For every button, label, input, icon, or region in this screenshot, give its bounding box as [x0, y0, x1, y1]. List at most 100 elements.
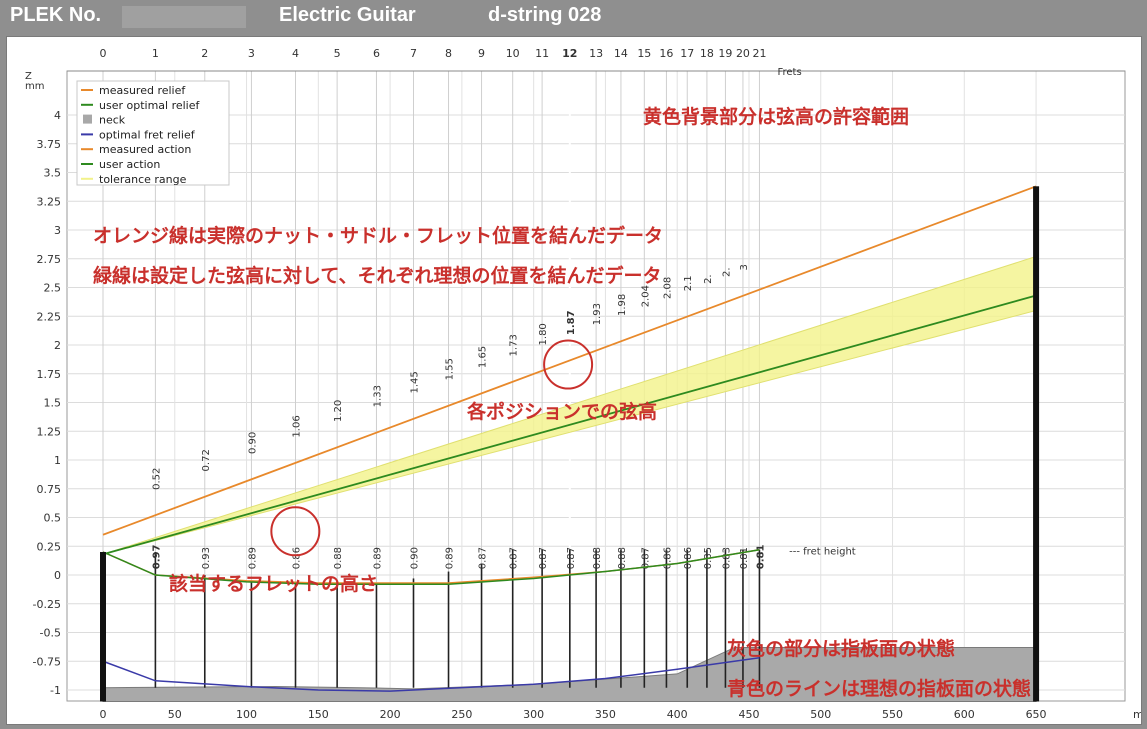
fret-height-label: 0.88 — [592, 547, 603, 569]
action-value-label: 1.65 — [478, 346, 489, 368]
legend-swatch — [83, 114, 92, 124]
action-value-label: 2. — [721, 267, 732, 277]
fret-number-label: 11 — [535, 47, 549, 60]
plek-number-redacted — [122, 6, 246, 28]
legend-item-label: user optimal relief — [99, 99, 201, 112]
y-tick-label: 2 — [54, 339, 61, 352]
relief-chart: -1 -0.75 -0.5 -0.25 0 0.25 0.5 0.75 1 1.25 1.5 1.75… — [25, 47, 1141, 721]
fret-height-label: 0.87 — [640, 547, 651, 569]
fret-number-label: 14 — [614, 47, 628, 60]
legend-item-label: optimal fret relief — [99, 128, 196, 141]
legend-item-label: user action — [99, 158, 160, 171]
action-value-label: 0.72 — [201, 449, 212, 471]
x-tick-label: 550 — [882, 708, 903, 721]
annotation-text: 緑線は設定した弦高に対して、それぞれ理想の位置を結んだデータ — [93, 264, 661, 287]
legend-item-label: tolerance range — [99, 173, 187, 186]
x-tick-label: 600 — [954, 708, 975, 721]
fret-height-label: 0.88 — [617, 547, 628, 569]
y-tick-label: 0.5 — [44, 512, 62, 525]
x-tick-label: 500 — [810, 708, 831, 721]
nut-post — [100, 552, 106, 702]
x-tick-label: 0 — [100, 708, 107, 721]
fret-number-label: 13 — [589, 47, 603, 60]
action-value-label: 1.33 — [372, 385, 383, 407]
fret-height-label: 0.83 — [721, 547, 732, 569]
x-tick-label: 150 — [308, 708, 329, 721]
y-axis-unit-label: mm — [25, 81, 44, 92]
y-tick-label: 2.25 — [37, 310, 62, 323]
action-value-label: 0.52 — [151, 468, 162, 490]
action-value-label: 1.45 — [409, 371, 420, 393]
y-tick-label: 3 — [54, 224, 61, 237]
fret-number-label: 21 — [752, 47, 766, 60]
optimal-fret-relief-line — [102, 657, 760, 692]
fret-height-label: 0.90 — [409, 547, 420, 569]
action-value-label: 1.20 — [333, 400, 344, 422]
fret-number-label: 10 — [506, 47, 520, 60]
x-tick-label: 400 — [667, 708, 688, 721]
x-tick-label: 200 — [380, 708, 401, 721]
action-value-label: 1.93 — [592, 303, 603, 325]
x-tick-label: 50 — [168, 708, 182, 721]
annotation-text: 灰色の部分は指板面の状態 — [727, 637, 955, 660]
y-tick-label: 2.5 — [44, 282, 62, 295]
y-tick-label: 1.75 — [37, 368, 62, 381]
frets-axis-label: Frets — [777, 67, 801, 78]
highlight-circle — [543, 339, 594, 390]
fret-number-label: 3 — [248, 47, 255, 60]
y-tick-label: 3.5 — [44, 167, 62, 180]
fret-number-label: 20 — [736, 47, 750, 60]
y-tick-label: -1 — [50, 684, 61, 697]
y-tick-label: 0 — [54, 569, 61, 582]
fret-number-label: 8 — [445, 47, 452, 60]
user-action-line — [102, 294, 1037, 556]
fret-height-label: 0.86 — [662, 547, 673, 569]
fret-height-label: 0.87 — [538, 547, 549, 569]
fret-height-label: 0.87 — [566, 547, 577, 569]
fret-number-label: 9 — [478, 47, 485, 60]
x-tick-label: 650 — [1026, 708, 1047, 721]
x-tick-label: 450 — [738, 708, 759, 721]
fret-height-label: 0.87 — [509, 547, 520, 569]
legend-item-label: neck — [99, 114, 126, 127]
annotation-text: 各ポジションでの弦高 — [466, 400, 657, 423]
fret-height-label: 0.81 — [739, 547, 750, 569]
fret-number-label: 4 — [292, 47, 299, 60]
fret-number-label: 6 — [373, 47, 380, 60]
y-tick-label: -0.75 — [33, 655, 61, 668]
z-axis-label: Z — [25, 71, 32, 82]
y-tick-label: 3.75 — [37, 138, 62, 151]
legend-item-label: measured action — [99, 143, 191, 156]
plek-label: PLEK No. — [10, 4, 102, 26]
action-value-label: 0.90 — [247, 432, 258, 454]
fret-number-label: 12 — [562, 47, 577, 60]
annotation-text: オレンジ線は実際のナット・サドル・フレット位置を結んだデータ — [93, 224, 663, 247]
fret-number-label: 16 — [659, 47, 673, 60]
y-tick-label: -0.25 — [33, 598, 61, 611]
x-axis-unit-label: mm — [1133, 708, 1141, 721]
annotation-text: 該当するフレットの高さ — [169, 572, 378, 595]
fret-number-label: 5 — [334, 47, 341, 60]
annotation-text: 黄色背景部分は弦高の許容範囲 — [643, 105, 909, 128]
action-value-label: 1.06 — [292, 415, 303, 437]
x-tick-label: 100 — [236, 708, 257, 721]
fret-height-label: 0.89 — [372, 547, 383, 569]
action-value-label: 1.98 — [617, 294, 628, 316]
fret-number-label: 19 — [718, 47, 732, 60]
fret-height-label: 0.87 — [478, 547, 489, 569]
y-tick-label: 0.25 — [37, 540, 62, 553]
legend-item-label: measured relief — [99, 84, 186, 97]
y-tick-label: -0.5 — [40, 627, 61, 640]
fret-number-label: 2 — [201, 47, 208, 60]
fret-number-label: 1 — [152, 47, 159, 60]
fret-height-label: 0.89 — [445, 547, 456, 569]
y-tick-label: 0.75 — [37, 483, 62, 496]
fret-number-label: 18 — [700, 47, 714, 60]
fret-height-legend: --- fret height — [789, 546, 856, 557]
string-name: d-string 028 — [488, 4, 602, 26]
action-value-label: 1.87 — [566, 310, 577, 335]
y-tick-label: 1.5 — [44, 397, 62, 410]
fret-height-label: 0.89 — [247, 547, 258, 569]
action-value-label: 1.80 — [538, 323, 549, 345]
fret-number-label: 17 — [680, 47, 694, 60]
